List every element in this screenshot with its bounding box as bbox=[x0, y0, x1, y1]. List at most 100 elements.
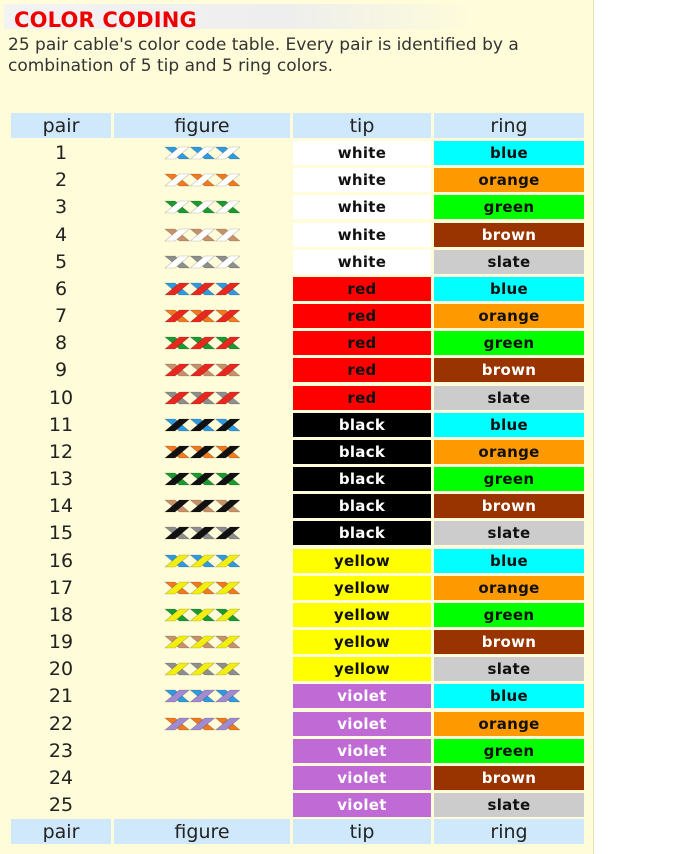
tip-color-cell: violet bbox=[293, 766, 431, 790]
twisted-pair-icon bbox=[114, 440, 290, 464]
pair-number: 13 bbox=[48, 468, 74, 490]
tip-color-cell: black bbox=[293, 413, 431, 437]
footer-figure: figure bbox=[114, 819, 290, 844]
twisted-pair-icon bbox=[114, 141, 290, 165]
twisted-pair-icon bbox=[114, 413, 290, 437]
tip-color-cell: yellow bbox=[293, 657, 431, 681]
ring-color-cell: brown bbox=[434, 358, 584, 382]
pair-number: 15 bbox=[48, 522, 74, 544]
pair-number: 5 bbox=[54, 251, 68, 273]
pair-number: 10 bbox=[48, 387, 74, 409]
ring-color-cell: slate bbox=[434, 386, 584, 410]
tip-color-cell: black bbox=[293, 521, 431, 545]
twisted-pair-icon bbox=[114, 494, 290, 518]
tip-color-cell: violet bbox=[293, 793, 431, 817]
ring-color-cell: orange bbox=[434, 440, 584, 464]
pair-number: 16 bbox=[48, 550, 74, 572]
pair-number: 25 bbox=[48, 794, 74, 816]
pair-number: 7 bbox=[54, 305, 68, 327]
ring-color-cell: orange bbox=[434, 168, 584, 192]
tip-color-cell: red bbox=[293, 277, 431, 301]
pair-number: 20 bbox=[48, 658, 74, 680]
ring-color-cell: green bbox=[434, 467, 584, 491]
ring-color-cell: brown bbox=[434, 630, 584, 654]
tip-color-cell: yellow bbox=[293, 630, 431, 654]
twisted-pair-icon bbox=[114, 304, 290, 328]
twisted-pair-icon bbox=[114, 277, 290, 301]
ring-color-cell: blue bbox=[434, 413, 584, 437]
page-title: COLOR CODING bbox=[14, 8, 197, 32]
pair-number: 21 bbox=[48, 685, 74, 707]
description-text: 25 pair cable's color code table. Every … bbox=[8, 35, 519, 76]
tip-color-cell: red bbox=[293, 358, 431, 382]
footer-tip: tip bbox=[293, 819, 431, 844]
twisted-pair-icon bbox=[114, 712, 290, 736]
tip-color-cell: white bbox=[293, 250, 431, 274]
twisted-pair-icon bbox=[114, 684, 290, 708]
twisted-pair-icon bbox=[114, 358, 290, 382]
tip-color-cell: yellow bbox=[293, 549, 431, 573]
twisted-pair-icon bbox=[114, 168, 290, 192]
ring-color-cell: green bbox=[434, 195, 584, 219]
tip-color-cell: white bbox=[293, 141, 431, 165]
pair-number: 23 bbox=[48, 740, 74, 762]
ring-color-cell: orange bbox=[434, 304, 584, 328]
tip-color-cell: yellow bbox=[293, 603, 431, 627]
pair-number: 19 bbox=[48, 631, 74, 653]
ring-color-cell: blue bbox=[434, 277, 584, 301]
header-tip: tip bbox=[293, 113, 431, 138]
pair-number: 24 bbox=[48, 767, 74, 789]
tip-color-cell: red bbox=[293, 386, 431, 410]
footer-pair: pair bbox=[11, 819, 111, 844]
twisted-pair-icon bbox=[114, 657, 290, 681]
twisted-pair-icon bbox=[114, 223, 290, 247]
twisted-pair-icon bbox=[114, 467, 290, 491]
ring-color-cell: green bbox=[434, 331, 584, 355]
pair-number: 6 bbox=[54, 278, 68, 300]
ring-color-cell: slate bbox=[434, 521, 584, 545]
tip-color-cell: black bbox=[293, 467, 431, 491]
tip-color-cell: white bbox=[293, 195, 431, 219]
pair-number: 3 bbox=[54, 196, 68, 218]
twisted-pair-icon bbox=[114, 521, 290, 545]
title-bar: COLOR CODING bbox=[4, 4, 474, 32]
ring-color-cell: orange bbox=[434, 576, 584, 600]
ring-color-cell: blue bbox=[434, 549, 584, 573]
pair-number: 2 bbox=[54, 169, 68, 191]
pair-number: 17 bbox=[48, 577, 74, 599]
tip-color-cell: black bbox=[293, 494, 431, 518]
ring-color-cell: blue bbox=[434, 684, 584, 708]
pair-number: 8 bbox=[54, 332, 68, 354]
tip-color-cell: violet bbox=[293, 684, 431, 708]
tip-color-cell: red bbox=[293, 304, 431, 328]
tip-color-cell: violet bbox=[293, 712, 431, 736]
ring-color-cell: slate bbox=[434, 657, 584, 681]
footer-ring: ring bbox=[434, 819, 584, 844]
twisted-pair-icon bbox=[114, 331, 290, 355]
pair-number: 12 bbox=[48, 441, 74, 463]
tip-color-cell: white bbox=[293, 223, 431, 247]
pair-number: 18 bbox=[48, 604, 74, 626]
pair-number: 1 bbox=[54, 142, 68, 164]
twisted-pair-icon bbox=[114, 549, 290, 573]
pair-number: 9 bbox=[54, 359, 68, 381]
ring-color-cell: slate bbox=[434, 793, 584, 817]
pair-number: 22 bbox=[48, 713, 74, 735]
header-pair: pair bbox=[11, 113, 111, 138]
pair-number: 11 bbox=[48, 414, 74, 436]
ring-color-cell: brown bbox=[434, 223, 584, 247]
pair-number: 14 bbox=[48, 495, 74, 517]
twisted-pair-icon bbox=[114, 195, 290, 219]
twisted-pair-icon bbox=[114, 386, 290, 410]
twisted-pair-icon bbox=[114, 576, 290, 600]
tip-color-cell: white bbox=[293, 168, 431, 192]
tip-color-cell: yellow bbox=[293, 576, 431, 600]
ring-color-cell: green bbox=[434, 603, 584, 627]
ring-color-cell: orange bbox=[434, 712, 584, 736]
tip-color-cell: red bbox=[293, 331, 431, 355]
tip-color-cell: black bbox=[293, 440, 431, 464]
ring-color-cell: brown bbox=[434, 494, 584, 518]
ring-color-cell: blue bbox=[434, 141, 584, 165]
pair-number: 4 bbox=[54, 224, 68, 246]
header-ring: ring bbox=[434, 113, 584, 138]
